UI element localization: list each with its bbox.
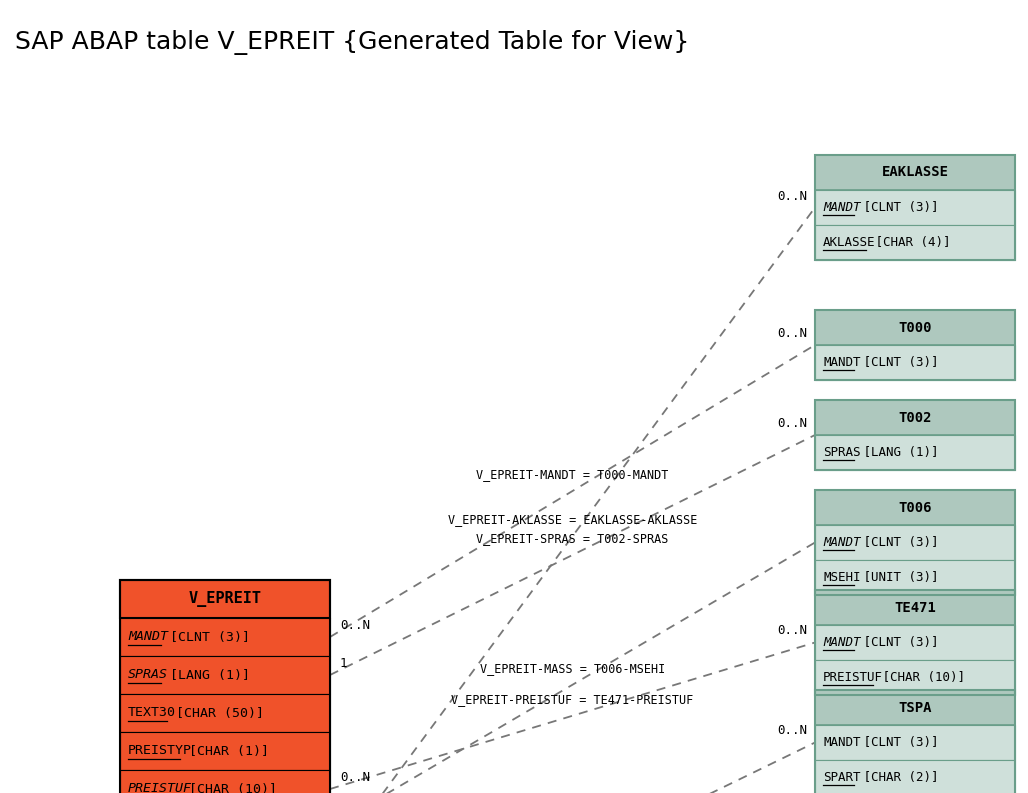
FancyBboxPatch shape: [120, 732, 330, 770]
Text: 0..N: 0..N: [777, 625, 807, 638]
Text: [CLNT (3)]: [CLNT (3)]: [856, 736, 939, 749]
Text: [UNIT (3)]: [UNIT (3)]: [856, 571, 939, 584]
FancyBboxPatch shape: [815, 310, 1015, 345]
Text: SAP ABAP table V_EPREIT {Generated Table for View}: SAP ABAP table V_EPREIT {Generated Table…: [15, 30, 690, 55]
Text: AKLASSE: AKLASSE: [823, 236, 876, 249]
Text: EAKLASSE: EAKLASSE: [881, 166, 949, 179]
FancyBboxPatch shape: [120, 580, 330, 618]
FancyBboxPatch shape: [120, 694, 330, 732]
Text: [CHAR (50)]: [CHAR (50)]: [168, 707, 264, 719]
FancyBboxPatch shape: [815, 400, 1015, 435]
Text: 1: 1: [340, 657, 347, 670]
Text: [CHAR (2)]: [CHAR (2)]: [856, 771, 939, 784]
Text: [LANG (1)]: [LANG (1)]: [161, 668, 250, 681]
Text: V_EPREIT-MANDT = T000-MANDT: V_EPREIT-MANDT = T000-MANDT: [476, 468, 668, 481]
Text: MANDT: MANDT: [128, 630, 168, 643]
Text: [CLNT (3)]: [CLNT (3)]: [856, 356, 939, 369]
Text: [CLNT (3)]: [CLNT (3)]: [161, 630, 250, 643]
Text: MANDT: MANDT: [823, 636, 860, 649]
Text: 0..N: 0..N: [340, 619, 370, 632]
Text: MANDT: MANDT: [823, 356, 860, 369]
Text: TE471: TE471: [894, 600, 935, 615]
FancyBboxPatch shape: [815, 560, 1015, 595]
Text: [CLNT (3)]: [CLNT (3)]: [856, 201, 939, 214]
Text: T002: T002: [898, 411, 931, 424]
FancyBboxPatch shape: [815, 435, 1015, 470]
Text: V_EPREIT-AKLASSE = EAKLASSE-AKLASSE: V_EPREIT-AKLASSE = EAKLASSE-AKLASSE: [448, 513, 697, 527]
Text: [CHAR (10)]: [CHAR (10)]: [181, 783, 277, 793]
FancyBboxPatch shape: [815, 625, 1015, 660]
Text: 0..N: 0..N: [777, 190, 807, 202]
Text: 0..N: 0..N: [777, 725, 807, 737]
FancyBboxPatch shape: [815, 590, 1015, 625]
FancyBboxPatch shape: [815, 525, 1015, 560]
FancyBboxPatch shape: [120, 618, 330, 656]
Text: T006: T006: [898, 500, 931, 515]
Text: MANDT: MANDT: [823, 201, 860, 214]
Text: SPRAS: SPRAS: [128, 668, 168, 681]
Text: TEXT30: TEXT30: [128, 707, 176, 719]
Text: [LANG (1)]: [LANG (1)]: [856, 446, 939, 459]
Text: PREISTYP: PREISTYP: [128, 745, 192, 757]
Text: TSPA: TSPA: [898, 700, 931, 714]
Text: PREISTUF: PREISTUF: [823, 671, 883, 684]
FancyBboxPatch shape: [120, 656, 330, 694]
Text: 0..N: 0..N: [777, 417, 807, 430]
Text: [CHAR (10)]: [CHAR (10)]: [875, 671, 964, 684]
Text: V_EPREIT: V_EPREIT: [188, 591, 261, 607]
FancyBboxPatch shape: [815, 760, 1015, 793]
Text: V_EPREIT-MASS = T006-MSEHI: V_EPREIT-MASS = T006-MSEHI: [480, 661, 665, 675]
Text: MANDT: MANDT: [823, 736, 860, 749]
FancyBboxPatch shape: [815, 725, 1015, 760]
FancyBboxPatch shape: [815, 190, 1015, 225]
Text: [CHAR (4)]: [CHAR (4)]: [869, 236, 951, 249]
Text: T000: T000: [898, 320, 931, 335]
Text: MSEHI: MSEHI: [823, 571, 860, 584]
Text: 0..N: 0..N: [340, 771, 370, 784]
FancyBboxPatch shape: [815, 345, 1015, 380]
Text: V_EPREIT-SPRAS = T002-SPRAS: V_EPREIT-SPRAS = T002-SPRAS: [476, 532, 668, 545]
FancyBboxPatch shape: [815, 225, 1015, 260]
Text: [CLNT (3)]: [CLNT (3)]: [856, 636, 939, 649]
Text: V_EPREIT-PREISTUF = TE471-PREISTUF: V_EPREIT-PREISTUF = TE471-PREISTUF: [451, 693, 694, 706]
FancyBboxPatch shape: [815, 690, 1015, 725]
FancyBboxPatch shape: [815, 660, 1015, 695]
FancyBboxPatch shape: [815, 155, 1015, 190]
FancyBboxPatch shape: [120, 770, 330, 793]
Text: SPART: SPART: [823, 771, 860, 784]
Text: SPRAS: SPRAS: [823, 446, 860, 459]
Text: PREISTUF: PREISTUF: [128, 783, 192, 793]
Text: MANDT: MANDT: [823, 536, 860, 549]
Text: 0..N: 0..N: [777, 327, 807, 340]
Text: [CHAR (1)]: [CHAR (1)]: [181, 745, 269, 757]
FancyBboxPatch shape: [815, 490, 1015, 525]
Text: [CLNT (3)]: [CLNT (3)]: [856, 536, 939, 549]
